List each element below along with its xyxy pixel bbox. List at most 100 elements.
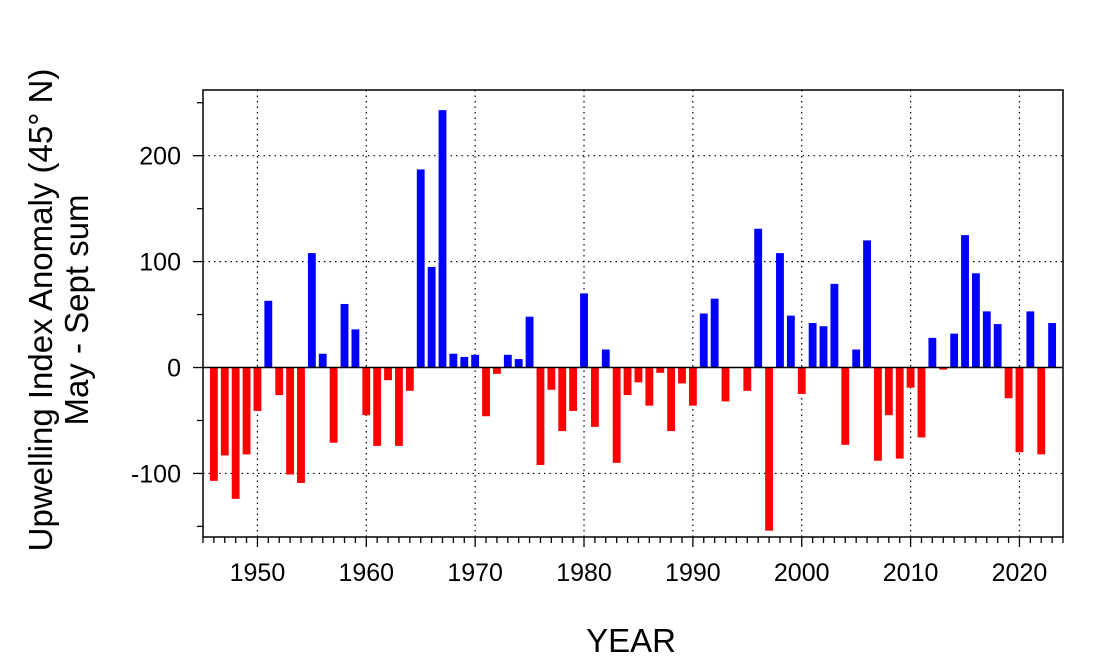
bar-2011 bbox=[917, 367, 926, 438]
bar-1983 bbox=[612, 367, 621, 463]
y-axis-title-line-1: Upwelling Index Anomaly (45° N) bbox=[22, 69, 59, 552]
bar-1946 bbox=[209, 367, 218, 481]
bar-2014 bbox=[950, 333, 959, 368]
bar-2015 bbox=[961, 235, 969, 368]
bar-1948 bbox=[231, 367, 240, 499]
bar-1992 bbox=[710, 298, 719, 368]
bar-2019 bbox=[1004, 367, 1013, 399]
bar-1991 bbox=[699, 313, 708, 368]
bar-1970 bbox=[471, 354, 480, 368]
bar-1998 bbox=[776, 253, 784, 368]
bar-1968 bbox=[449, 353, 458, 368]
bar-2008 bbox=[884, 367, 893, 416]
bar-1955 bbox=[307, 253, 316, 368]
bar-1986 bbox=[645, 367, 654, 406]
bar-1959 bbox=[351, 329, 360, 368]
bar-1973 bbox=[503, 354, 512, 368]
bar-1981 bbox=[590, 367, 599, 427]
bar-1980 bbox=[580, 293, 588, 368]
plot-frame bbox=[202, 89, 1064, 538]
bar-1952 bbox=[275, 367, 284, 396]
bar-2016 bbox=[971, 273, 980, 368]
bar-1947 bbox=[220, 367, 229, 456]
bars bbox=[209, 110, 1057, 531]
bar-1987 bbox=[656, 367, 665, 373]
bar-2013 bbox=[939, 367, 948, 370]
bar-2009 bbox=[895, 367, 904, 459]
bar-1951 bbox=[264, 300, 273, 368]
bar-1969 bbox=[460, 356, 469, 368]
bar-1988 bbox=[667, 367, 676, 432]
bar-1953 bbox=[286, 367, 295, 475]
bar-2017 bbox=[982, 311, 991, 368]
bar-1950 bbox=[253, 367, 262, 411]
bar-2000 bbox=[797, 367, 806, 395]
bar-1995 bbox=[743, 367, 752, 391]
bar-1999 bbox=[786, 315, 795, 368]
bar-1976 bbox=[536, 367, 545, 465]
bar-1964 bbox=[405, 367, 414, 391]
y-tick-label-100: 100 bbox=[139, 249, 181, 277]
bar-1982 bbox=[601, 349, 610, 368]
bar-1971 bbox=[482, 367, 490, 417]
grid-lines bbox=[203, 90, 1063, 537]
bar-1993 bbox=[721, 367, 730, 402]
bar-1997 bbox=[765, 367, 773, 531]
bar-1984 bbox=[623, 367, 632, 396]
bar-2010 bbox=[906, 367, 915, 388]
y-axis-title: Upwelling Index Anomaly (45° N) May - Se… bbox=[22, 69, 95, 552]
bar-1966 bbox=[427, 266, 436, 368]
x-axis-ticks: 1950 1960 1970 1980 1990 2000 2010 2020 bbox=[202, 537, 1064, 587]
x-tick-label-2010: 2010 bbox=[883, 559, 939, 587]
x-tick-label-1950: 1950 bbox=[230, 559, 286, 587]
bar-2004 bbox=[841, 367, 850, 445]
x-tick-label-1990: 1990 bbox=[665, 559, 721, 587]
bar-1972 bbox=[493, 367, 501, 374]
bar-1949 bbox=[242, 367, 251, 455]
bar-1954 bbox=[297, 367, 305, 483]
bar-2022 bbox=[1037, 367, 1046, 455]
bar-2018 bbox=[993, 324, 1002, 368]
y-axis-title-line-2: May - Sept sum bbox=[58, 194, 95, 425]
x-tick-label-1970: 1970 bbox=[447, 559, 503, 587]
bar-2007 bbox=[874, 367, 882, 461]
bar-2006 bbox=[863, 240, 871, 368]
bar-2021 bbox=[1026, 311, 1035, 368]
bar-1989 bbox=[678, 367, 686, 384]
bar-1961 bbox=[373, 367, 382, 446]
bar-2002 bbox=[819, 326, 828, 368]
bar-2005 bbox=[852, 349, 861, 368]
bar-1965 bbox=[416, 169, 425, 368]
bar-1975 bbox=[525, 316, 534, 368]
bar-1990 bbox=[688, 367, 697, 406]
bar-1979 bbox=[569, 367, 578, 411]
bar-1960 bbox=[362, 367, 371, 416]
x-tick-label-2000: 2000 bbox=[774, 559, 830, 587]
x-tick-label-2020: 2020 bbox=[992, 559, 1048, 587]
y-tick-label-0: 0 bbox=[167, 355, 181, 383]
bar-1974 bbox=[514, 359, 523, 368]
bar-1985 bbox=[634, 367, 643, 383]
bar-1962 bbox=[384, 367, 392, 381]
bar-1956 bbox=[318, 353, 327, 368]
bar-1963 bbox=[395, 367, 403, 446]
bar-1957 bbox=[329, 367, 338, 443]
bar-1996 bbox=[754, 228, 763, 368]
bar-1977 bbox=[547, 367, 556, 390]
bar-2001 bbox=[808, 323, 817, 368]
y-axis-ticks: -100 0 100 200 bbox=[131, 102, 203, 528]
bar-1958 bbox=[340, 303, 349, 368]
bar-2020 bbox=[1015, 367, 1024, 453]
x-tick-label-1960: 1960 bbox=[338, 559, 394, 587]
y-tick-label--100: -100 bbox=[131, 460, 181, 488]
bar-2012 bbox=[928, 337, 937, 368]
y-tick-label-200: 200 bbox=[139, 143, 181, 171]
bar-1967 bbox=[438, 110, 447, 368]
bar-1978 bbox=[558, 367, 567, 432]
bar-2023 bbox=[1048, 323, 1057, 368]
bar-2003 bbox=[830, 283, 839, 368]
x-axis-title: YEAR bbox=[586, 622, 676, 659]
x-tick-label-1980: 1980 bbox=[556, 559, 612, 587]
